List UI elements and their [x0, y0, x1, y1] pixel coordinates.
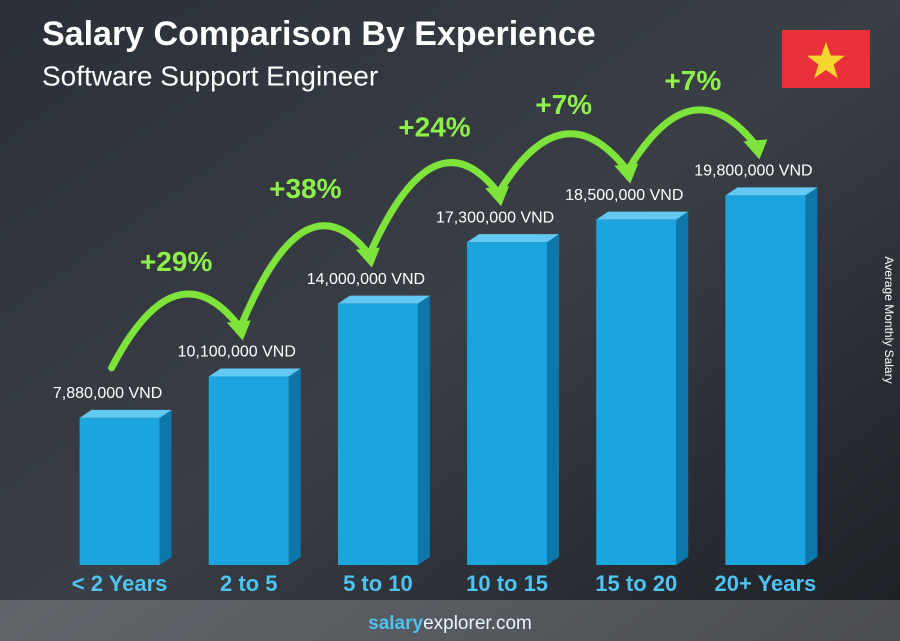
- change-arrowhead: [743, 139, 768, 160]
- change-arrow: [237, 222, 374, 330]
- value-label: 7,880,000 VND: [53, 385, 162, 402]
- bar-top: [467, 234, 560, 243]
- chart-title: Salary Comparison By Experience: [42, 15, 596, 53]
- bar: [208, 376, 289, 565]
- x-tick-label: 2 to 5: [220, 571, 277, 596]
- x-tick-label: 20+ Years: [715, 571, 817, 596]
- bar-top: [79, 409, 172, 418]
- change-arrow: [495, 130, 632, 196]
- bar: [725, 195, 806, 565]
- source: salaryexplorer.com: [368, 613, 532, 634]
- footer-band: [0, 600, 900, 641]
- value-label: 14,000,000 VND: [307, 271, 425, 288]
- change-label: +38%: [269, 173, 341, 204]
- bar-side: [417, 295, 430, 565]
- x-tick-label: < 2 Years: [72, 571, 168, 596]
- chart-subtitle: Software Support Engineer: [42, 60, 378, 91]
- bar: [467, 242, 548, 566]
- bar: [79, 417, 160, 565]
- bar-top: [725, 187, 818, 196]
- x-tick-label: 10 to 15: [466, 571, 548, 596]
- bar: [337, 303, 418, 565]
- bar-side: [288, 368, 301, 565]
- change-arrow: [624, 106, 761, 174]
- change-arrow: [366, 159, 503, 258]
- bar-top: [208, 368, 301, 377]
- source-part: salary: [368, 613, 423, 634]
- bar-side: [547, 234, 560, 566]
- value-label: 17,300,000 VND: [436, 209, 554, 226]
- change-label: +29%: [140, 246, 212, 277]
- change-arrow: [108, 290, 245, 372]
- change-label: +7%: [535, 89, 592, 120]
- value-label: 18,500,000 VND: [565, 187, 683, 204]
- x-tick-label: 15 to 20: [595, 571, 677, 596]
- bar-side: [805, 187, 818, 565]
- flag-star: [807, 42, 845, 79]
- x-tick-label: 5 to 10: [343, 571, 413, 596]
- value-label: 10,100,000 VND: [178, 344, 296, 361]
- bar-top: [596, 211, 689, 220]
- change-label: +7%: [664, 65, 721, 96]
- change-label: +24%: [398, 111, 470, 142]
- bar-side: [159, 409, 172, 565]
- bar-side: [676, 211, 689, 565]
- value-label: 19,800,000 VND: [694, 163, 812, 180]
- y-axis-label: Average Monthly Salary: [882, 256, 896, 383]
- source-part: explorer.com: [423, 613, 532, 634]
- bar-top: [337, 295, 430, 304]
- bar: [596, 219, 677, 565]
